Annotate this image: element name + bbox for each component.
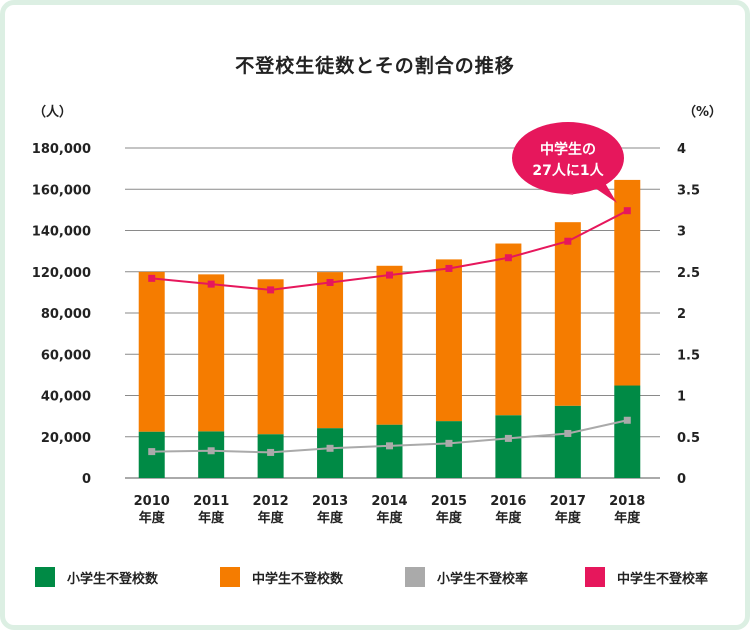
line-point xyxy=(207,280,215,288)
y-left-tick-label: 160,000 xyxy=(32,183,91,198)
y-left-tick-label: 40,000 xyxy=(41,390,91,405)
line-point xyxy=(623,207,631,215)
line-point xyxy=(504,254,512,262)
chart-canvas: 0 020,000 0.540,000 160,000 1.580,000 2120,00… xyxy=(32,122,700,526)
line-point xyxy=(148,274,156,282)
bar-elementary xyxy=(614,385,641,478)
legend-item: 中学生不登校数 xyxy=(220,565,343,589)
x-tick-label: 年度 xyxy=(436,510,463,526)
chart-title: 不登校生徒数とその割合の推移 xyxy=(235,55,515,77)
line-point xyxy=(267,448,275,456)
line-point xyxy=(326,278,334,286)
x-tick-label: 年度 xyxy=(495,510,522,526)
y-right-tick-label: 1 xyxy=(677,390,686,405)
x-tick-label: 2014 xyxy=(371,494,407,509)
legend-swatch xyxy=(35,567,55,587)
callout-bubble-body xyxy=(512,122,624,194)
x-tick-label: 年度 xyxy=(258,510,285,526)
bar-junior-high xyxy=(257,279,284,435)
legend-item: 中学生不登校率 xyxy=(585,565,708,589)
y-left-tick-label: 60,000 xyxy=(41,348,91,363)
chart-legend: 小学生不登校数 中学生不登校数 小学生不登校率 中学生不登校率 xyxy=(35,565,735,589)
y-right-tick-label: 1.5 xyxy=(677,348,700,363)
x-tick-label: 年度 xyxy=(614,510,641,526)
legend-swatch xyxy=(220,567,240,587)
y-right-tick-label: 3 xyxy=(677,225,686,240)
line-point xyxy=(445,439,453,447)
legend-label: 中学生不登校率 xyxy=(617,571,709,587)
callout-text-line1: 中学生の xyxy=(540,141,596,158)
x-tick-label: 2016 xyxy=(490,494,526,509)
legend-label: 小学生不登校率 xyxy=(437,571,529,587)
x-tick-label: 年度 xyxy=(139,510,166,526)
bar-junior-high xyxy=(317,272,344,429)
bar-junior-high xyxy=(554,222,581,406)
bar-junior-high xyxy=(138,271,165,432)
bar-elementary xyxy=(198,431,225,478)
callout-text-line2: 27人に1人 xyxy=(532,162,604,179)
x-tick-label: 2013 xyxy=(312,494,348,509)
bar-junior-high xyxy=(198,274,225,432)
bar-elementary xyxy=(376,424,403,478)
line-point xyxy=(445,264,453,272)
y-left-tick-label: 180,000 xyxy=(32,142,91,157)
legend-swatch xyxy=(585,567,605,587)
x-tick-label: 2015 xyxy=(431,494,467,509)
left-axis-unit: （人） xyxy=(33,105,73,120)
line-point xyxy=(207,447,215,455)
y-right-tick-label: 2.5 xyxy=(677,266,700,281)
y-left-tick-label: 120,000 xyxy=(32,266,91,281)
x-tick-label: 2017 xyxy=(550,494,586,509)
line-point xyxy=(386,271,393,279)
bar-elementary xyxy=(317,428,344,478)
bar-junior-high xyxy=(376,265,403,425)
x-tick-label: 2012 xyxy=(253,494,289,509)
y-right-tick-label: 3.5 xyxy=(677,183,700,198)
x-tick-label: 年度 xyxy=(376,510,403,526)
legend-item: 小学生不登校率 xyxy=(405,565,528,589)
y-right-tick-label: 4 xyxy=(677,142,686,157)
line-point xyxy=(564,237,572,245)
legend-swatch xyxy=(405,567,425,587)
y-left-tick-label: 0 xyxy=(82,472,91,487)
right-axis-unit: （%） xyxy=(683,105,723,120)
line-point xyxy=(267,286,275,294)
y-right-tick-label: 0 xyxy=(677,472,686,487)
y-right-tick-label: 2 xyxy=(677,307,686,322)
x-tick-label: 2011 xyxy=(193,494,229,509)
bar-junior-high xyxy=(495,243,522,416)
legend-label: 中学生不登校数 xyxy=(252,571,344,587)
legend-label: 小学生不登校数 xyxy=(67,571,159,587)
legend-item: 小学生不登校数 xyxy=(35,565,158,589)
y-left-tick-label: 20,000 xyxy=(41,431,91,446)
line-point xyxy=(148,448,156,456)
line-point xyxy=(386,442,393,450)
x-tick-label: 年度 xyxy=(198,510,225,526)
line-point xyxy=(326,444,334,452)
line-point xyxy=(623,416,631,424)
x-tick-label: 年度 xyxy=(317,510,344,526)
bar-elementary xyxy=(257,434,284,478)
bar-elementary xyxy=(435,421,462,478)
callout-tail xyxy=(595,183,617,203)
bar-elementary xyxy=(554,405,581,478)
x-tick-label: 2018 xyxy=(609,494,645,509)
bar-elementary xyxy=(495,415,522,478)
y-left-tick-label: 140,000 xyxy=(32,225,91,240)
line-point xyxy=(504,434,512,442)
line-point xyxy=(564,429,572,437)
x-tick-label: 年度 xyxy=(555,510,582,526)
x-tick-label: 2010 xyxy=(134,494,170,509)
y-right-tick-label: 0.5 xyxy=(677,431,700,446)
y-left-tick-label: 80,000 xyxy=(41,307,91,322)
bar-junior-high xyxy=(435,259,462,422)
